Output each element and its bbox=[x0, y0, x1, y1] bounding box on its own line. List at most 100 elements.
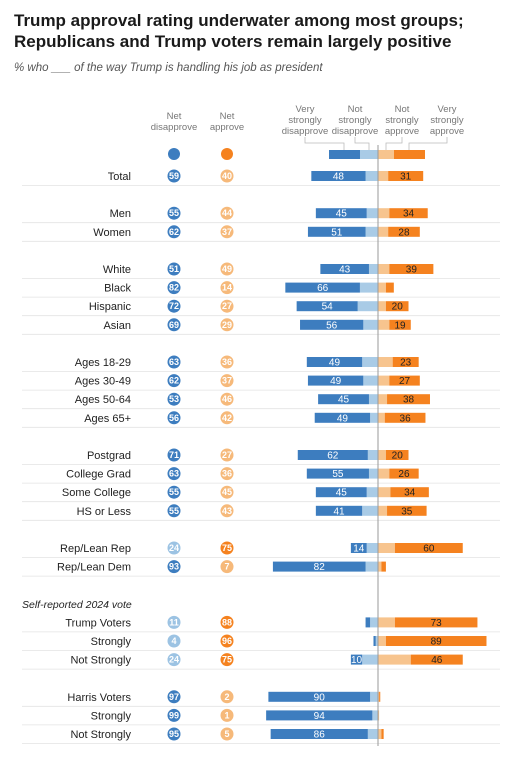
net-approve-value: 40 bbox=[222, 171, 232, 181]
legend-approve-dot bbox=[221, 148, 233, 160]
legend-leader-line-1 bbox=[305, 137, 344, 150]
bar-label-very-strongly-disapprove: 41 bbox=[333, 506, 345, 517]
bar-label-very-strongly-disapprove: 48 bbox=[333, 172, 345, 183]
row-label: Black bbox=[104, 283, 131, 295]
legend-disapprove-dot bbox=[168, 148, 180, 160]
bar-label-very-strongly-approve: 34 bbox=[404, 488, 416, 499]
net-approve-value: 75 bbox=[222, 655, 232, 665]
row-label: Not Strongly bbox=[70, 655, 131, 667]
bar-not-strongly-disapprove bbox=[367, 208, 378, 218]
bar-label-very-strongly-disapprove: 49 bbox=[329, 358, 341, 369]
bar-very-strongly-approve bbox=[381, 562, 386, 572]
net-approve-value: 75 bbox=[222, 543, 232, 553]
bar-label-very-strongly-disapprove: 14 bbox=[353, 544, 365, 555]
header-not-strongly-disapprove: Not strongly disapprove bbox=[332, 104, 378, 137]
bar-not-strongly-disapprove bbox=[363, 320, 378, 330]
bar-not-strongly-approve bbox=[378, 562, 381, 572]
bar-not-strongly-approve bbox=[378, 655, 411, 665]
bar-label-very-strongly-disapprove: 55 bbox=[332, 469, 344, 480]
legend-leader-line-3 bbox=[386, 137, 402, 150]
bar-not-strongly-approve bbox=[378, 208, 389, 218]
header-very-strongly-disapprove: Very strongly disapprove bbox=[282, 104, 328, 137]
bar-label-very-strongly-disapprove: 66 bbox=[317, 283, 329, 294]
bar-label-very-strongly-approve: 73 bbox=[431, 618, 443, 629]
row-label: Women bbox=[93, 227, 131, 239]
bar-label-very-strongly-approve: 27 bbox=[399, 376, 411, 387]
net-approve-value: 1 bbox=[224, 710, 229, 720]
bar-label-very-strongly-approve: 60 bbox=[423, 544, 435, 555]
bar-label-very-strongly-disapprove: 51 bbox=[331, 227, 343, 238]
net-disapprove-value: 69 bbox=[169, 320, 179, 330]
net-approve-value: 42 bbox=[222, 413, 232, 423]
net-approve-value: 37 bbox=[222, 376, 232, 386]
row-label: Asian bbox=[103, 320, 131, 332]
net-disapprove-value: 95 bbox=[169, 729, 179, 739]
net-disapprove-value: 82 bbox=[169, 283, 179, 293]
bar-not-strongly-disapprove bbox=[363, 376, 378, 386]
bar-not-strongly-disapprove bbox=[366, 562, 378, 572]
net-approve-value: 27 bbox=[222, 450, 232, 460]
row-label: Ages 65+ bbox=[84, 413, 131, 425]
row-label: Trump Voters bbox=[65, 617, 131, 629]
net-approve-value: 36 bbox=[222, 469, 232, 479]
bar-label-very-strongly-approve: 31 bbox=[400, 172, 412, 183]
bar-not-strongly-approve bbox=[378, 264, 389, 274]
legend-bar-very-strongly-approve bbox=[394, 150, 425, 159]
row-label: HS or Less bbox=[77, 506, 132, 518]
bar-not-strongly-approve bbox=[378, 450, 386, 460]
net-disapprove-value: 56 bbox=[169, 413, 179, 423]
row-label: Rep/Lean Dem bbox=[57, 562, 131, 574]
bar-label-very-strongly-approve: 20 bbox=[392, 302, 404, 313]
bar-not-strongly-approve bbox=[378, 357, 393, 367]
bar-not-strongly-approve bbox=[378, 617, 395, 627]
net-approve-value: 46 bbox=[222, 394, 232, 404]
net-approve-value: 88 bbox=[222, 617, 232, 627]
row-label: Ages 50-64 bbox=[75, 394, 131, 406]
bar-label-very-strongly-disapprove: 49 bbox=[330, 376, 342, 387]
bar-not-strongly-disapprove bbox=[370, 617, 378, 627]
bar-not-strongly-disapprove bbox=[362, 506, 378, 516]
bar-label-very-strongly-approve: 35 bbox=[401, 506, 413, 517]
net-disapprove-value: 62 bbox=[169, 227, 179, 237]
legend-leader-line-2 bbox=[355, 137, 369, 150]
net-approve-value: 5 bbox=[224, 729, 229, 739]
row-label: Some College bbox=[62, 487, 131, 499]
bar-not-strongly-approve bbox=[378, 227, 388, 237]
bar-not-strongly-approve bbox=[378, 301, 386, 311]
bar-not-strongly-disapprove bbox=[370, 692, 378, 702]
bar-not-strongly-disapprove bbox=[369, 469, 378, 479]
bar-not-strongly-disapprove bbox=[362, 357, 378, 367]
bar-not-strongly-approve bbox=[378, 729, 381, 739]
bar-label-very-strongly-disapprove: 90 bbox=[314, 692, 326, 703]
bar-very-strongly-approve bbox=[381, 729, 383, 739]
net-disapprove-value: 11 bbox=[169, 617, 179, 627]
net-disapprove-value: 63 bbox=[169, 357, 179, 367]
row-label: College Grad bbox=[66, 469, 131, 481]
bar-not-strongly-disapprove bbox=[362, 655, 378, 665]
row-label: Rep/Lean Rep bbox=[60, 543, 131, 555]
row-label: White bbox=[103, 264, 131, 276]
legend-bar-not-strongly-disapprove bbox=[360, 150, 378, 159]
legend-bar-very-strongly-disapprove bbox=[329, 150, 360, 159]
net-disapprove-value: 24 bbox=[169, 543, 179, 553]
bar-not-strongly-disapprove bbox=[368, 450, 378, 460]
net-disapprove-value: 93 bbox=[169, 562, 179, 572]
row-label: Men bbox=[110, 208, 131, 220]
bar-label-very-strongly-approve: 46 bbox=[431, 655, 443, 666]
bar-not-strongly-disapprove bbox=[368, 729, 378, 739]
net-disapprove-value: 55 bbox=[169, 506, 179, 516]
bar-not-strongly-approve bbox=[378, 394, 387, 404]
bar-very-strongly-disapprove bbox=[366, 617, 371, 627]
bar-label-very-strongly-disapprove: 86 bbox=[314, 730, 326, 741]
bar-label-very-strongly-approve: 19 bbox=[394, 320, 406, 331]
net-disapprove-value: 62 bbox=[169, 376, 179, 386]
net-approve-value: 7 bbox=[224, 562, 229, 572]
bar-label-very-strongly-disapprove: 56 bbox=[326, 320, 338, 331]
header-not-strongly-approve: Not strongly approve bbox=[385, 104, 419, 137]
bar-not-strongly-approve bbox=[378, 320, 389, 330]
bar-not-strongly-approve bbox=[378, 469, 389, 479]
bar-label-very-strongly-approve: 89 bbox=[431, 637, 443, 648]
bar-label-very-strongly-approve: 38 bbox=[403, 395, 415, 406]
legend-bar-not-strongly-approve bbox=[378, 150, 394, 159]
